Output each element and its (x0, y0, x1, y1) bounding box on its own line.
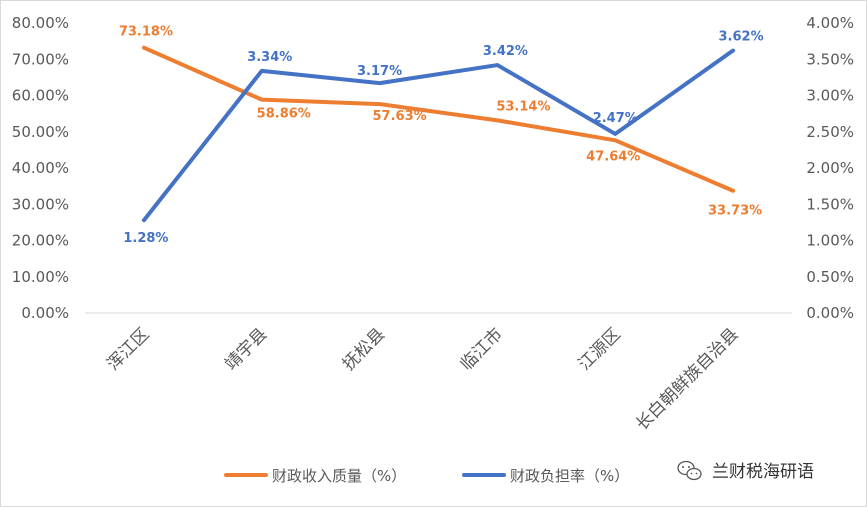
right-tick-label: 2.00% (806, 159, 854, 177)
data-label: 3.42% (483, 44, 528, 59)
right-tick-label: 1.00% (806, 232, 854, 250)
right-tick-label: 3.00% (806, 87, 854, 105)
data-label: 3.34% (247, 50, 292, 65)
series-line-1 (141, 45, 736, 193)
data-label: 53.14% (496, 99, 550, 114)
category-label: 长白朝鲜族自治县 (632, 324, 742, 434)
right-tick-label: 1.50% (806, 195, 854, 213)
wechat-icon (677, 460, 702, 481)
data-label: 33.73% (708, 204, 762, 219)
data-label: 47.64% (586, 149, 640, 164)
left-tick-label: 10.00% (12, 268, 69, 286)
left-tick-label: 20.00% (12, 232, 69, 250)
left-tick-label: 70.00% (12, 50, 69, 68)
left-tick-label: 40.00% (12, 159, 69, 177)
category-label: 临江市 (457, 324, 507, 374)
legend-label: 财政收入质量（%） (272, 467, 406, 485)
data-label: 2.47% (593, 111, 638, 126)
data-label: 58.86% (257, 107, 311, 122)
left-tick-label: 0.00% (21, 304, 69, 322)
right-tick-label: 2.50% (806, 123, 854, 141)
legend-label: 财政负担率（%） (510, 467, 629, 485)
series-line-2 (141, 48, 736, 223)
watermark-text: 兰财税海研语 (712, 462, 814, 482)
legend: 财政收入质量（%） 财政负担率（%） (224, 467, 629, 485)
data-label: 73.18% (119, 25, 173, 40)
category-label: 抚松县 (339, 324, 389, 374)
data-label: 3.17% (357, 64, 402, 79)
category-label: 江源区 (575, 324, 625, 374)
series-lines (141, 45, 736, 223)
left-tick-label: 60.00% (12, 87, 69, 105)
right-tick-label: 3.50% (806, 50, 854, 68)
data-label: 57.63% (373, 109, 427, 124)
data-labels: 73.18% 58.86% 57.63% 53.14% 47.64% 33.73% 1.28… (119, 25, 764, 246)
category-labels: 浑江区 靖宇县 抚松县 临江市 江源区 长白朝鲜族自治县 (103, 324, 742, 434)
right-tick-label: 0.00% (806, 304, 854, 322)
data-label: 3.62% (719, 30, 764, 45)
left-axis-ticks: 0.00% 10.00% 20.00% 30.00% 40.00% 50.00% 60.00… (12, 14, 69, 322)
left-tick-label: 50.00% (12, 123, 69, 141)
data-label: 1.28% (123, 231, 168, 246)
left-tick-label: 30.00% (12, 195, 69, 213)
category-label: 靖宇县 (221, 324, 271, 374)
category-label: 浑江区 (103, 324, 153, 374)
left-tick-label: 80.00% (12, 14, 69, 32)
watermark: 兰财税海研语 (677, 460, 814, 482)
right-tick-label: 4.00% (806, 14, 854, 32)
right-tick-label: 0.50% (806, 268, 854, 286)
right-axis-ticks: 0.00% 0.50% 1.00% 1.50% 2.00% 2.50% 3.00% 3.50%… (806, 14, 854, 322)
